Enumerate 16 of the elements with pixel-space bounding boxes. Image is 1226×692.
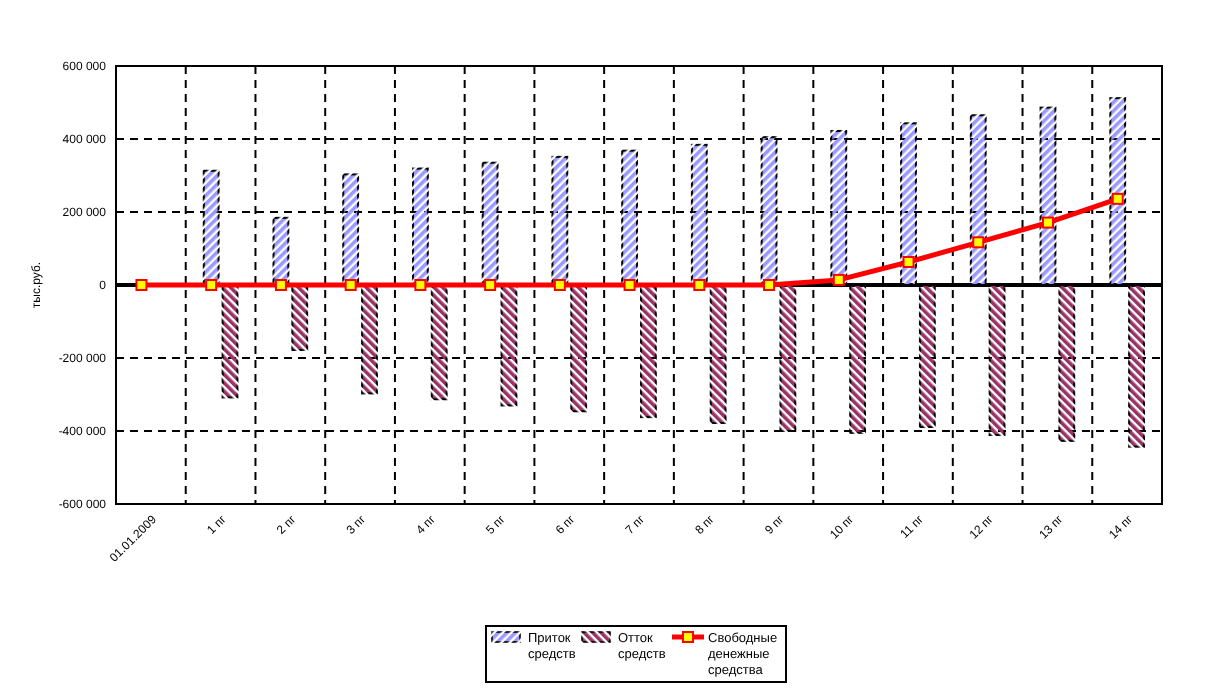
point: [135, 279, 148, 291]
point: [344, 279, 357, 291]
point: [1111, 192, 1124, 205]
point: [972, 236, 985, 249]
bar: [291, 284, 309, 351]
point: [902, 256, 915, 269]
point: [763, 279, 776, 291]
point: [1041, 216, 1054, 229]
point: [414, 279, 427, 291]
point: [693, 279, 706, 291]
point: [274, 279, 287, 291]
point: [832, 273, 845, 286]
point: [623, 279, 636, 291]
point: [205, 279, 218, 291]
point: [484, 279, 497, 291]
point: [553, 279, 566, 291]
